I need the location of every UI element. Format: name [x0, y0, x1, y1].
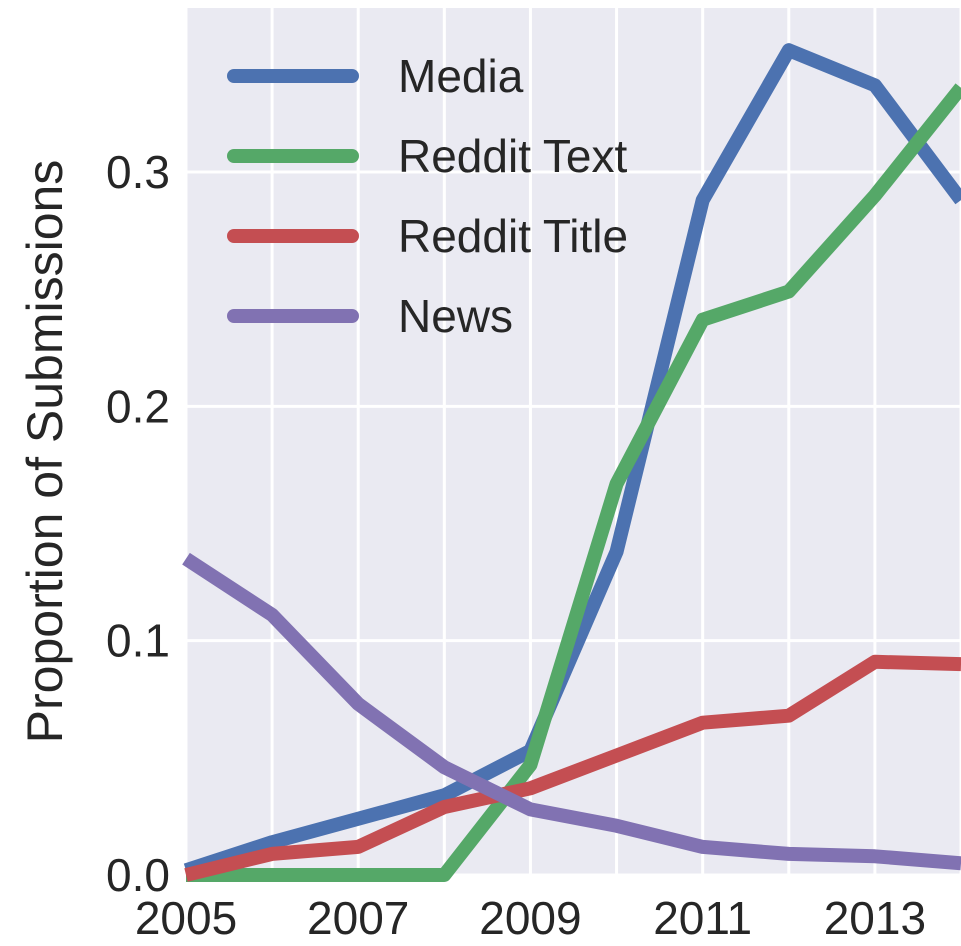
legend-label: Media [398, 50, 524, 102]
x-tick-label: 2005 [135, 892, 237, 944]
series-lines [182, 43, 961, 882]
x-tick-label: 2011 [653, 892, 752, 944]
series-line-reddit-text [186, 83, 961, 882]
series-line-media [183, 43, 961, 877]
series-line-reddit-title [184, 654, 961, 882]
legend-label: News [398, 290, 513, 342]
y-tick-label: 0.3 [106, 146, 170, 198]
legend: Media Reddit Text Reddit Title News [227, 50, 628, 342]
legend-label: Reddit Text [398, 130, 628, 182]
series-line-news [182, 552, 961, 871]
y-tick-label: 0.2 [106, 380, 170, 432]
x-tick-label: 2009 [479, 892, 581, 944]
y-tick-labels: 0.0 0.1 0.2 0.3 [106, 146, 170, 901]
y-axis-label: Proportion of Submissions [17, 160, 73, 744]
x-tick-label: 2007 [307, 892, 409, 944]
y-tick-label: 0.0 [106, 849, 170, 901]
x-tick-label: 2013 [824, 892, 926, 944]
x-tick-labels: 2005 2007 2009 2011 2013 [135, 892, 926, 944]
legend-label: Reddit Title [398, 210, 628, 262]
y-tick-label: 0.1 [106, 615, 170, 667]
